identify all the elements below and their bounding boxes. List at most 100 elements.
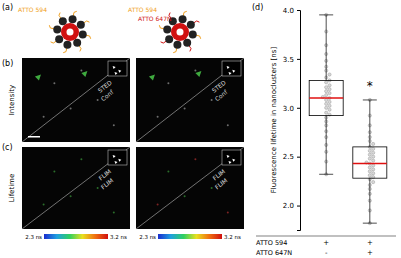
tip bbox=[74, 11, 77, 12]
tick-mark bbox=[297, 59, 300, 60]
dendrimer bbox=[73, 39, 81, 47]
colorbar bbox=[44, 234, 108, 239]
dendrimer bbox=[187, 21, 195, 29]
data-point bbox=[368, 157, 371, 160]
panel-label: (c) bbox=[2, 143, 13, 152]
spot bbox=[70, 195, 72, 197]
data-point bbox=[325, 106, 328, 109]
spot bbox=[157, 203, 159, 205]
whisker-cap bbox=[363, 223, 377, 224]
dendrimer bbox=[69, 15, 77, 23]
split-line bbox=[22, 58, 130, 142]
tip bbox=[59, 13, 60, 16]
tick-mark bbox=[297, 108, 300, 109]
colorbar-label: 2.3 ns bbox=[25, 234, 42, 240]
whisker bbox=[369, 100, 370, 147]
dendrimer bbox=[163, 25, 171, 33]
image bbox=[22, 147, 130, 229]
dendrimer bbox=[55, 35, 63, 43]
tick-label: 3.5 bbox=[283, 56, 294, 64]
micrograph: STEDConf bbox=[136, 58, 244, 142]
micrograph: FLIMFLIM bbox=[22, 147, 130, 229]
data-point bbox=[328, 88, 331, 91]
tick-label: 2.0 bbox=[283, 202, 294, 210]
data-point bbox=[372, 142, 375, 145]
inset-arrow bbox=[113, 66, 116, 69]
tick: 2.0 bbox=[283, 202, 300, 210]
spot bbox=[80, 158, 82, 160]
spot bbox=[53, 171, 55, 173]
dendrimer bbox=[179, 15, 187, 23]
panel-label: (b) bbox=[2, 59, 13, 68]
tip bbox=[184, 11, 187, 12]
molecule-left bbox=[49, 11, 90, 52]
inset-arrow bbox=[232, 70, 235, 73]
inset-arrow bbox=[113, 155, 116, 158]
colorbar-label: 2.3 ns bbox=[139, 234, 156, 240]
whisker-cap bbox=[319, 174, 333, 175]
tick: 4.0 bbox=[283, 7, 300, 15]
data-point bbox=[325, 86, 328, 89]
data-point bbox=[372, 164, 375, 167]
split-label: Conf bbox=[99, 88, 115, 103]
spot bbox=[211, 187, 213, 189]
condition-mark: + bbox=[367, 239, 373, 247]
spot bbox=[184, 107, 186, 109]
data-point bbox=[372, 159, 375, 162]
inset bbox=[222, 61, 241, 76]
data-point bbox=[372, 172, 375, 175]
arrow bbox=[149, 74, 155, 80]
tip bbox=[87, 21, 90, 22]
data-point bbox=[372, 147, 375, 150]
spot bbox=[53, 82, 55, 84]
dendrimer bbox=[173, 41, 181, 49]
condition-mark: - bbox=[325, 249, 328, 257]
spot bbox=[97, 99, 99, 101]
tip bbox=[80, 49, 81, 52]
arrow bbox=[35, 74, 41, 80]
tip bbox=[200, 36, 201, 39]
data-point bbox=[368, 166, 371, 169]
row-label: Lifetime bbox=[8, 174, 16, 202]
data-point bbox=[328, 108, 331, 111]
whisker bbox=[369, 178, 370, 223]
spot bbox=[70, 107, 72, 109]
dendrimer bbox=[77, 21, 85, 29]
micrograph: FLIMFLIM bbox=[136, 147, 244, 229]
spot bbox=[211, 99, 213, 101]
core-center bbox=[67, 29, 74, 36]
figure: (a)(b)(c)(d)ATTO 594ATTO 594ATTO 647NInt… bbox=[0, 0, 401, 258]
tick-mark bbox=[297, 206, 300, 207]
whisker-cap bbox=[319, 14, 333, 15]
spot bbox=[227, 212, 229, 214]
scale-bar bbox=[28, 136, 40, 138]
condition-mark: + bbox=[367, 249, 373, 257]
dye-label: ATTO 594 bbox=[18, 6, 47, 13]
tick-label: 2.5 bbox=[283, 153, 294, 161]
data-point bbox=[325, 90, 328, 93]
y-axis-title: Fluorescence lifetime in nanoclusters [n… bbox=[270, 47, 278, 194]
spot bbox=[80, 70, 82, 72]
data-point bbox=[368, 149, 371, 152]
tip bbox=[197, 21, 200, 22]
tip bbox=[63, 52, 66, 53]
data-point bbox=[325, 111, 328, 114]
inset-arrow bbox=[115, 72, 118, 75]
core bbox=[61, 23, 79, 41]
panel-label: (a) bbox=[2, 3, 13, 12]
data-point bbox=[328, 73, 331, 76]
data-point bbox=[328, 92, 331, 95]
tip bbox=[190, 49, 191, 52]
tick-mark bbox=[297, 157, 300, 158]
split-label: FLIM bbox=[213, 177, 228, 191]
box bbox=[309, 80, 343, 115]
data-point bbox=[372, 180, 375, 183]
data-point bbox=[368, 170, 371, 173]
split-line bbox=[136, 147, 244, 229]
data-point bbox=[372, 168, 375, 171]
data-point bbox=[325, 102, 328, 105]
tick-label: 4.0 bbox=[283, 7, 294, 15]
inset-arrow bbox=[118, 70, 121, 73]
data-point bbox=[368, 153, 371, 156]
image bbox=[136, 58, 244, 142]
